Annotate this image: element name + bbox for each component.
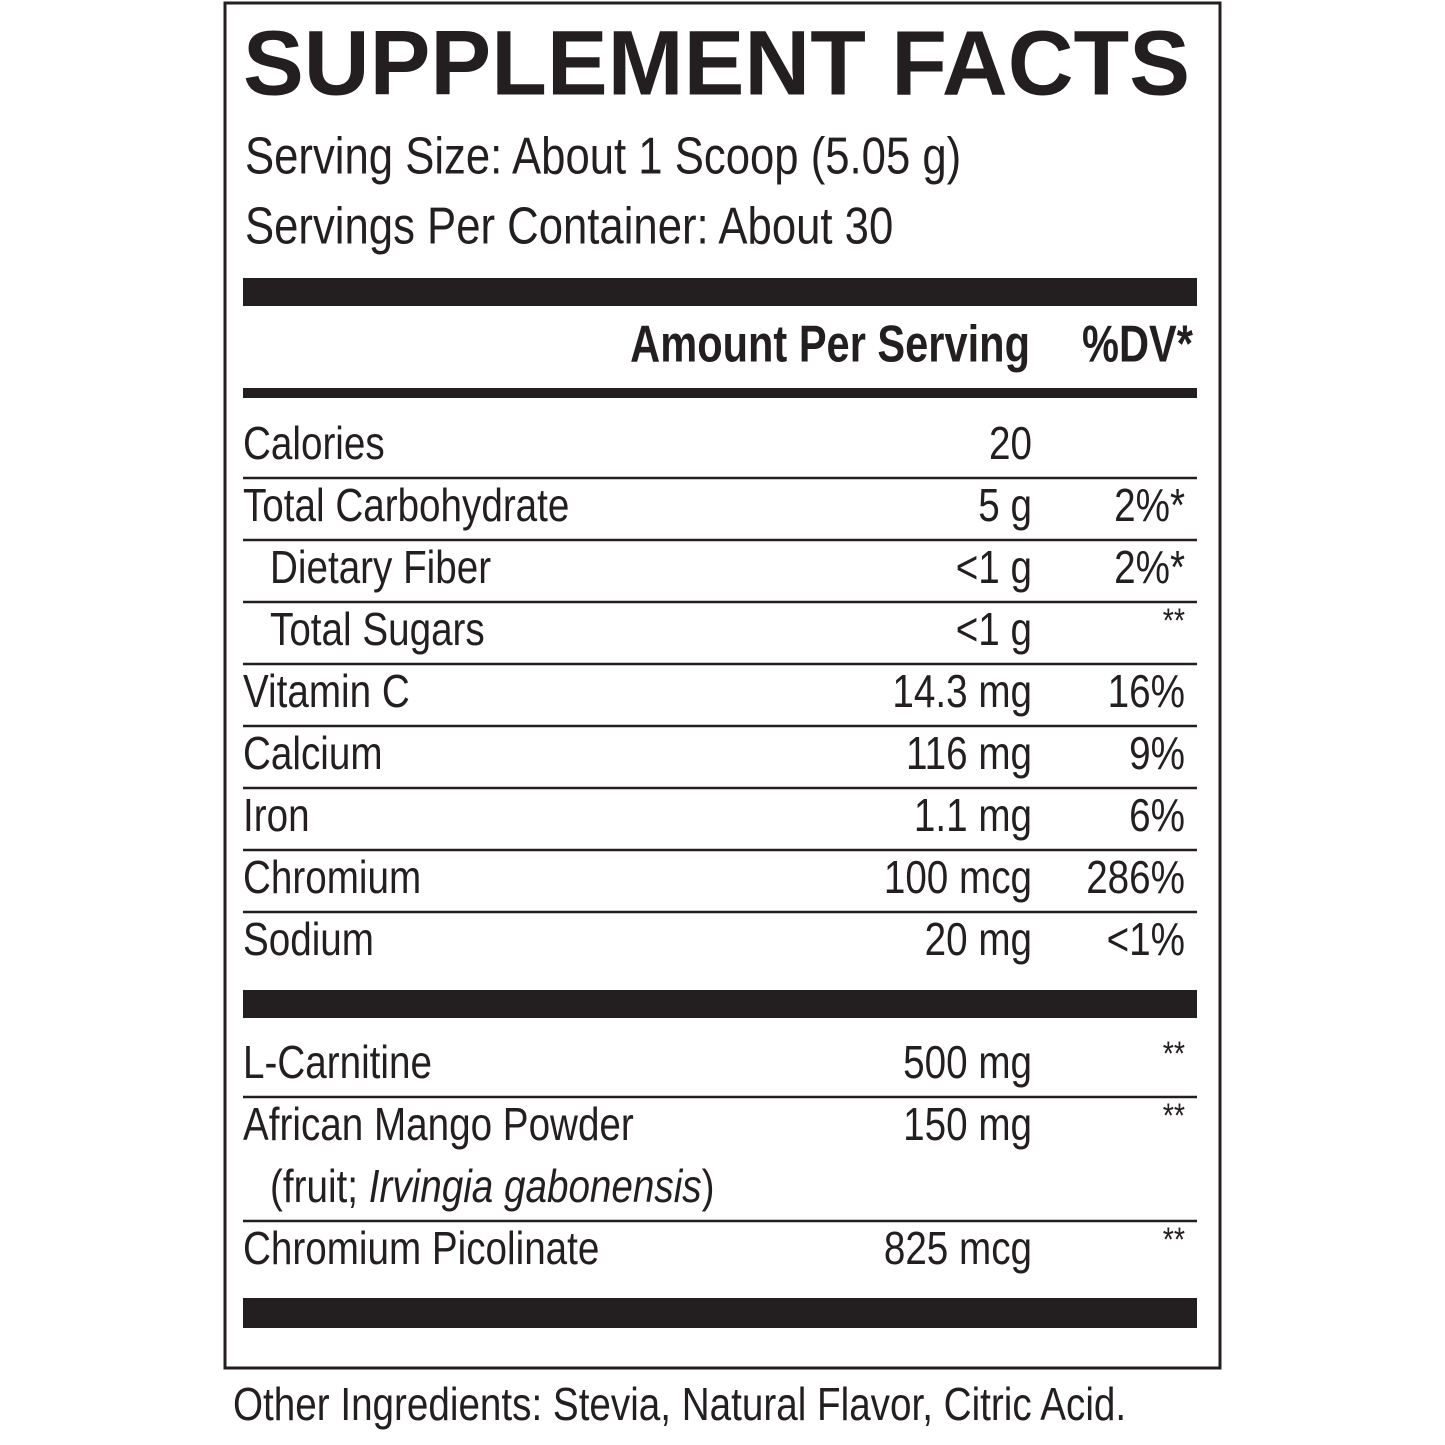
note-part: (fruit; <box>270 1161 369 1212</box>
nutrient-amount: 150 mg <box>903 1099 1032 1150</box>
nutrient-amount: 20 <box>989 418 1032 469</box>
dv-header: %DV* <box>1082 314 1194 373</box>
nutrient-dv: 16% <box>1108 666 1185 717</box>
nutrient-note: (fruit; Irvingia gabonensis) <box>270 1161 714 1212</box>
nutrient-dv: ** <box>1163 1097 1185 1135</box>
serving-size: Serving Size: About 1 Scoop (5.05 g) <box>245 128 961 185</box>
nutrient-amount: 1.1 mg <box>914 790 1032 841</box>
title: SUPPLEMENT FACTS <box>243 12 1190 114</box>
note-part: ) <box>702 1161 715 1212</box>
nutrient-amount: <1 g <box>956 542 1032 593</box>
nutrient-amount: <1 g <box>956 604 1032 655</box>
nutrient-dv: ** <box>1163 1035 1185 1073</box>
label-border <box>223 1 1222 1370</box>
nutrient-amount: 116 mg <box>906 728 1032 779</box>
thick-rule <box>243 990 1197 1018</box>
nutrient-name: Total Carbohydrate <box>243 480 569 531</box>
nutrient-dv: 6% <box>1129 790 1185 841</box>
nutrient-name: Chromium <box>243 852 421 903</box>
servings-per-container: Servings Per Container: About 30 <box>245 198 893 255</box>
medium-rule <box>243 388 1197 398</box>
nutrient-name: African Mango Powder <box>243 1099 634 1150</box>
nutrient-amount: 825 mcg <box>884 1223 1032 1274</box>
thick-rule <box>243 278 1197 306</box>
nutrient-name: Vitamin C <box>243 666 410 717</box>
nutrient-dv: 2%* <box>1114 542 1185 593</box>
nutrient-name: L-Carnitine <box>243 1037 432 1088</box>
nutrient-dv: ** <box>1163 602 1185 640</box>
nutrient-dv: 2%* <box>1114 480 1185 531</box>
amount-header: Amount Per Serving <box>630 314 1030 373</box>
nutrient-dv: ** <box>1163 1221 1185 1259</box>
note-part: Irvingia gabonensis <box>369 1161 702 1212</box>
nutrient-name: Calcium <box>243 728 383 779</box>
other-ingredients: Other Ingredients: Stevia, Natural Flavo… <box>233 1379 1126 1430</box>
nutrient-dv: <1% <box>1107 914 1185 965</box>
nutrient-amount: 5 g <box>978 480 1032 531</box>
thick-rule <box>243 1298 1197 1328</box>
nutrient-amount: 14.3 mg <box>892 666 1032 717</box>
nutrient-amount: 500 mg <box>903 1037 1032 1088</box>
nutrient-name: Total Sugars <box>270 604 485 655</box>
nutrient-amount: 20 mg <box>925 914 1032 965</box>
nutrient-name: Sodium <box>243 914 374 965</box>
nutrient-name: Calories <box>243 418 385 469</box>
nutrient-dv: 9% <box>1129 728 1185 779</box>
nutrient-dv: 286% <box>1086 852 1185 903</box>
nutrient-name: Iron <box>243 790 310 841</box>
nutrient-name: Chromium Picolinate <box>243 1223 599 1274</box>
nutrient-amount: 100 mcg <box>884 852 1032 903</box>
nutrient-name: Dietary Fiber <box>270 542 491 593</box>
